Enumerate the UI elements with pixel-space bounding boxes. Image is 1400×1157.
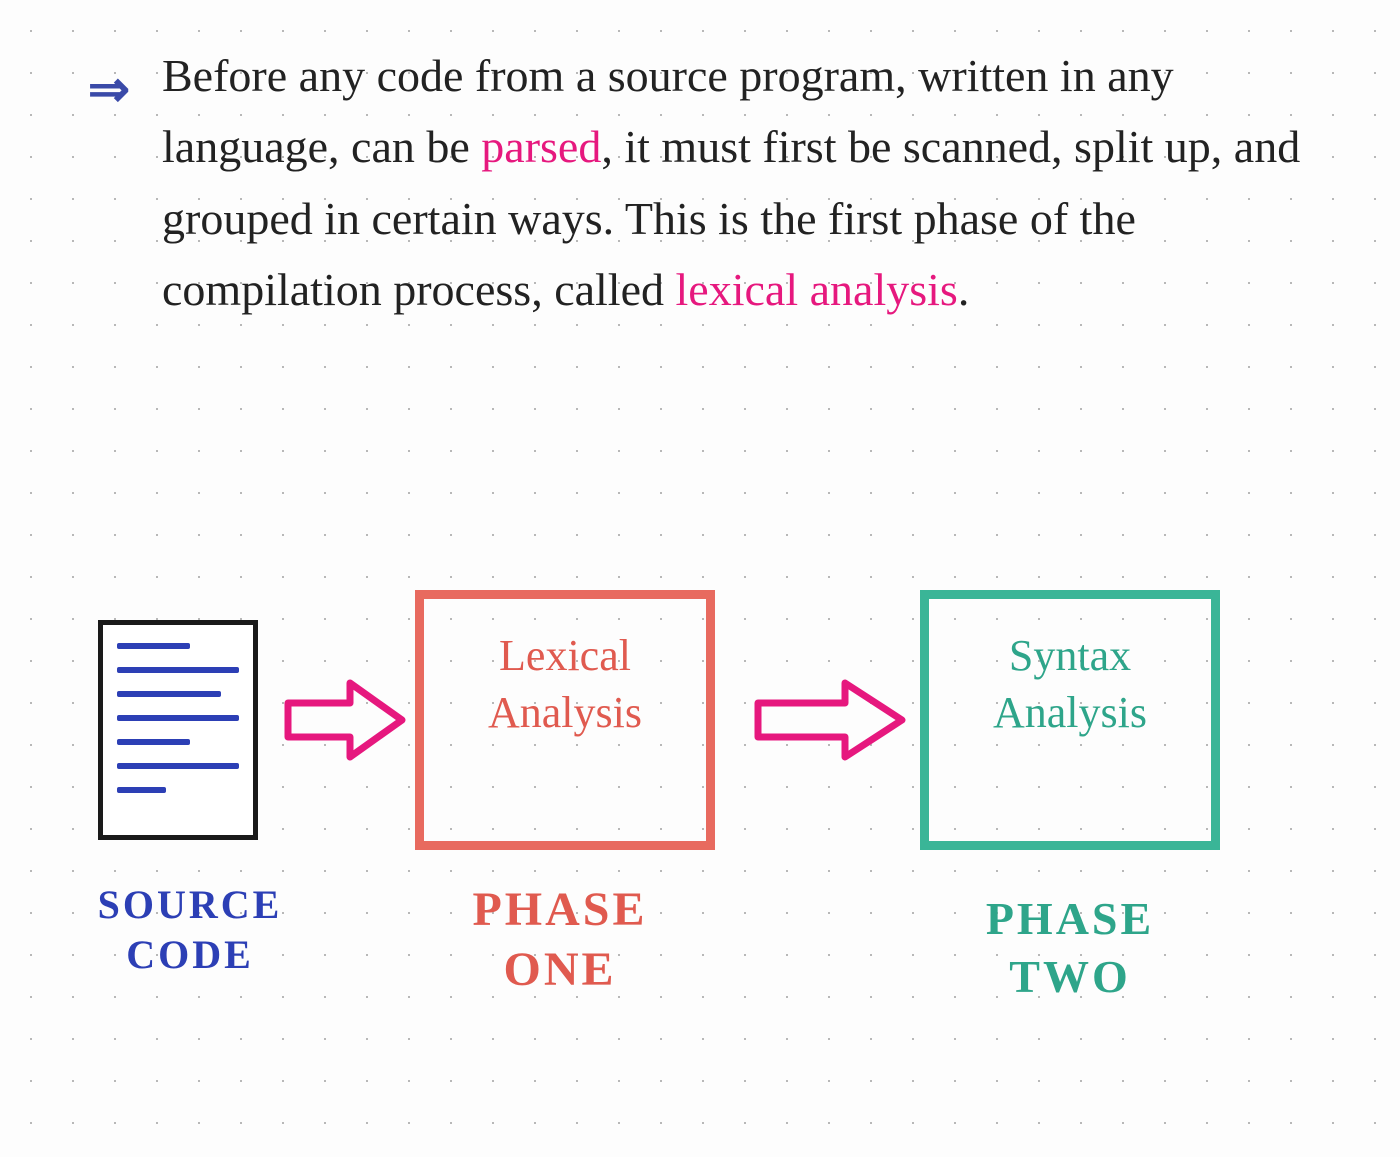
code-line-icon (117, 667, 239, 673)
phase2-label-line1: PHASE (986, 893, 1154, 944)
para-text-post: . (958, 264, 970, 315)
code-line-icon (117, 787, 166, 793)
code-line-icon (117, 715, 239, 721)
source-label-line2: CODE (126, 932, 254, 977)
phase1-text-line1: Lexical (424, 627, 706, 684)
phase2-text-line2: Analysis (929, 684, 1211, 741)
para-highlight-lexical: lexical analysis (676, 264, 958, 315)
phase1-label-line1: PHASE (472, 883, 647, 936)
intro-paragraph: Before any code from a source program, w… (162, 40, 1362, 325)
phase-one-label: PHASE ONE (380, 880, 740, 1000)
code-line-icon (117, 643, 190, 649)
arrow-icon (280, 675, 410, 765)
code-line-icon (117, 763, 239, 769)
flow-diagram: SOURCE CODE Lexical Analysis PHASE ONE S… (70, 580, 1330, 1140)
phase2-text-line1: Syntax (929, 627, 1211, 684)
arrow-icon (750, 675, 910, 765)
code-line-icon (117, 739, 190, 745)
code-line-icon (117, 691, 221, 697)
source-code-label: SOURCE CODE (60, 880, 320, 980)
lexical-analysis-node: Lexical Analysis (415, 590, 715, 850)
syntax-analysis-node: Syntax Analysis (920, 590, 1220, 850)
phase2-label-line2: TWO (1009, 951, 1130, 1002)
phase1-text-line2: Analysis (424, 684, 706, 741)
bullet-arrow-icon: ⇒ (88, 60, 130, 118)
source-code-node (98, 620, 258, 840)
source-label-line1: SOURCE (98, 882, 283, 927)
phase1-label-line2: ONE (503, 943, 616, 996)
phase-two-label: PHASE TWO (890, 890, 1250, 1005)
para-highlight-parsed: parsed (481, 121, 601, 172)
